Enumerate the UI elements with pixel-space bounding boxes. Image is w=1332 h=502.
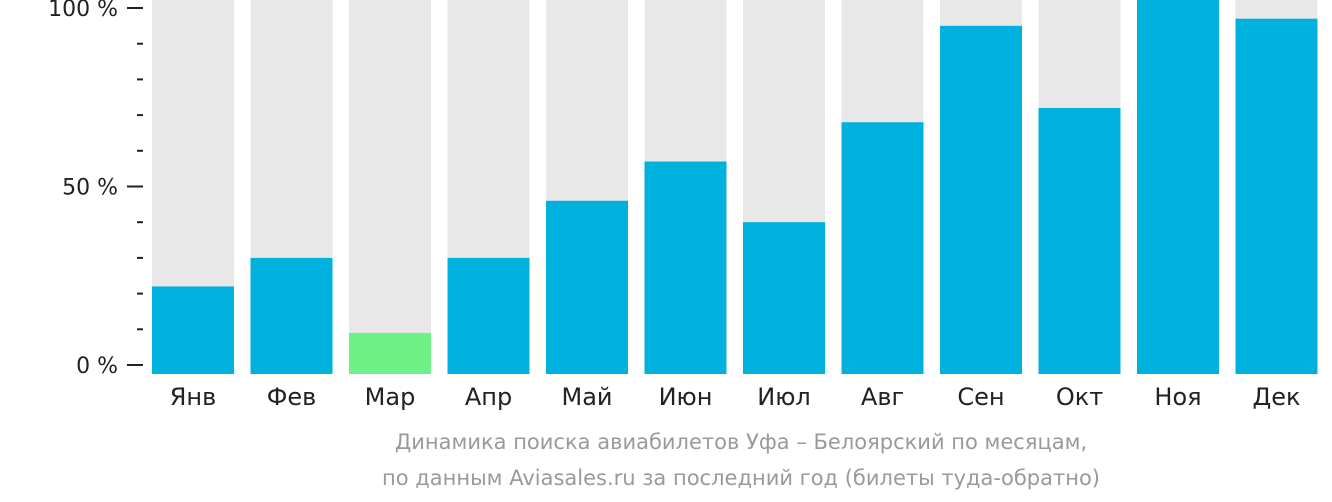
bars bbox=[152, 0, 1318, 375]
bar-8 bbox=[841, 122, 924, 375]
bar-7 bbox=[743, 222, 825, 374]
x-tick-label: Дек bbox=[1252, 383, 1300, 411]
x-tick-label: Окт bbox=[1056, 383, 1103, 411]
x-tick-label: Май bbox=[561, 383, 612, 411]
y-axis: 0 % 50 % 100 % bbox=[48, 0, 143, 379]
x-tick-label: Июл bbox=[757, 383, 811, 411]
x-tick-label: Фев bbox=[267, 383, 317, 411]
bar-track bbox=[349, 0, 431, 374]
bar-10 bbox=[1038, 107, 1121, 375]
chart-caption-line-2: по данным Aviasales.ru за последний год … bbox=[382, 466, 1100, 490]
bar-12 bbox=[1235, 18, 1318, 375]
x-tick-label: Авг bbox=[861, 383, 904, 411]
y-tick-label: 100 % bbox=[48, 0, 118, 22]
bar-2 bbox=[250, 257, 333, 374]
x-tick-label: Ноя bbox=[1154, 383, 1201, 411]
x-axis-labels: Янв Фев Мар Апр Май Июн Июл Авг Сен Окт Ноя Дек bbox=[170, 383, 1301, 411]
x-tick-label: Мар bbox=[365, 383, 416, 411]
chart-caption-line-1: Динамика поиска авиабилетов Уфа – Белояр… bbox=[394, 430, 1088, 454]
bar-6 bbox=[644, 161, 727, 374]
x-tick-label: Апр bbox=[465, 383, 512, 411]
bar-1 bbox=[152, 286, 234, 374]
bar-9 bbox=[940, 25, 1022, 374]
bar-11 bbox=[1137, 0, 1219, 374]
x-tick-label: Янв bbox=[170, 383, 217, 411]
x-tick-label: Сен bbox=[957, 383, 1004, 411]
bar-4 bbox=[447, 257, 530, 374]
bar-3 bbox=[349, 332, 431, 374]
x-tick-label: Июн bbox=[659, 383, 713, 411]
bar-chart: 0 % 50 % 100 % Янв Фев Мар Апр Май Июн Июл Авг Сен… bbox=[48, 0, 1318, 411]
bar-5 bbox=[546, 200, 628, 374]
y-tick-label: 0 % bbox=[76, 354, 118, 379]
y-tick-label: 50 % bbox=[62, 176, 118, 201]
